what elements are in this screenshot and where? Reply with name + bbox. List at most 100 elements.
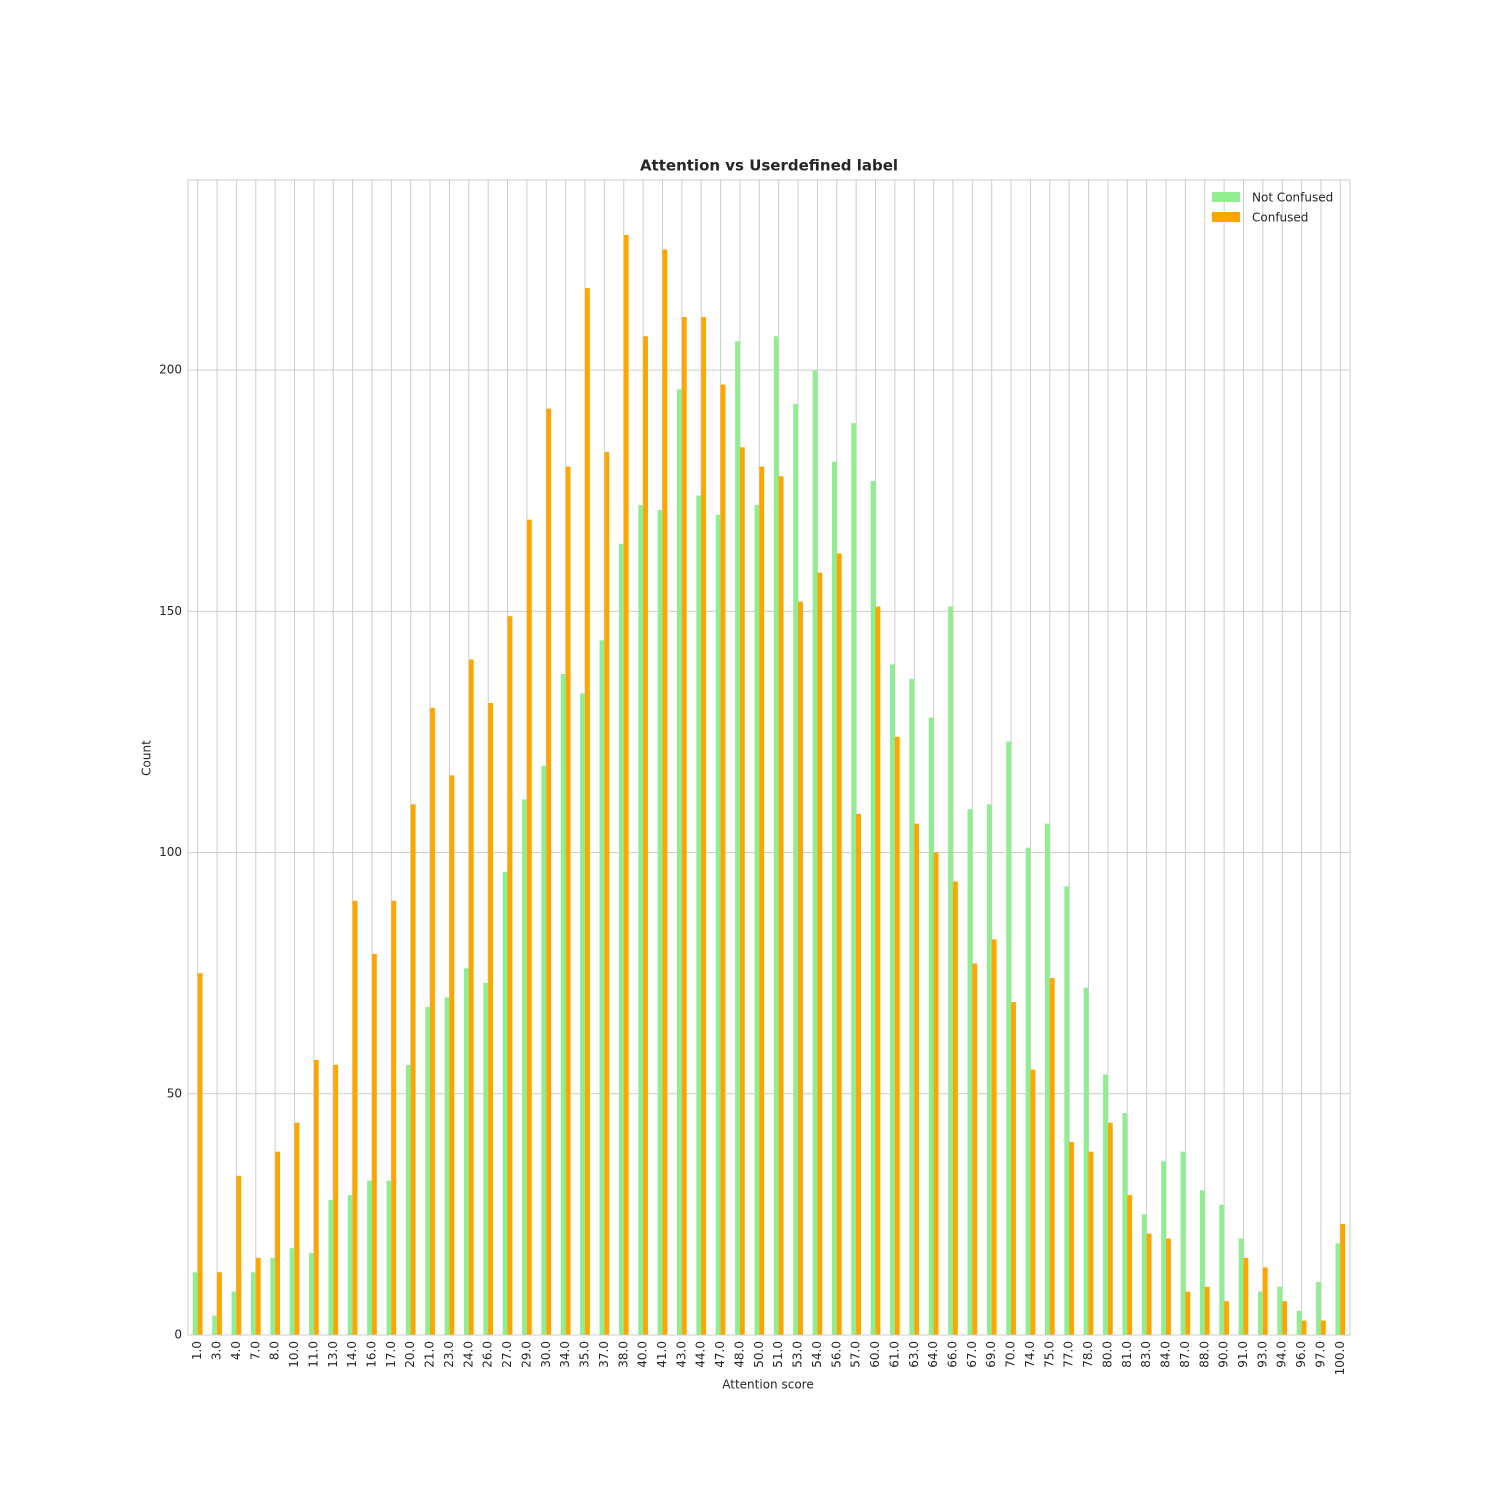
bar: [952, 881, 958, 1335]
x-tick-label: 94.0: [1275, 1341, 1289, 1368]
x-tick-label: 13.0: [326, 1341, 340, 1368]
x-tick-label: 88.0: [1197, 1341, 1211, 1368]
x-tick-label: 38.0: [616, 1341, 630, 1368]
x-tick-label: 16.0: [364, 1341, 378, 1368]
x-tick-label: 26.0: [481, 1341, 495, 1368]
bar: [1277, 1286, 1283, 1335]
x-tick-label: 30.0: [539, 1341, 553, 1368]
x-tick-label: 10.0: [287, 1341, 301, 1368]
bar: [255, 1257, 261, 1335]
bar: [759, 466, 765, 1335]
bar: [604, 452, 610, 1336]
bar: [599, 640, 605, 1335]
x-tick-label: 24.0: [461, 1341, 475, 1368]
bar: [681, 317, 687, 1335]
bar: [333, 1064, 339, 1335]
bar: [1282, 1301, 1288, 1335]
bar: [754, 505, 760, 1336]
bar: [502, 871, 508, 1335]
chart-title: Attention vs Userdefined label: [640, 157, 898, 175]
bar: [701, 317, 707, 1335]
bar: [793, 403, 799, 1336]
x-tick-label: 21.0: [423, 1341, 437, 1368]
y-tick-label: 200: [159, 363, 182, 377]
bar: [836, 553, 842, 1335]
y-axis-label: Count: [140, 740, 154, 776]
bar: [565, 466, 571, 1335]
bar: [192, 1272, 198, 1335]
x-tick-label: 70.0: [1004, 1341, 1018, 1368]
y-tick-label: 150: [159, 604, 182, 618]
bar: [410, 804, 416, 1335]
bar: [1185, 1291, 1191, 1335]
bar: [367, 1180, 372, 1335]
x-tick-label: 63.0: [907, 1341, 921, 1368]
bar: [638, 505, 644, 1336]
bar: [425, 1006, 431, 1335]
x-tick-label: 37.0: [597, 1341, 611, 1368]
bar: [1083, 987, 1089, 1335]
x-tick-label: 61.0: [887, 1341, 901, 1368]
bar: [657, 510, 663, 1335]
bar: [1262, 1267, 1268, 1335]
x-tick-label: 27.0: [500, 1341, 514, 1368]
bar: [875, 606, 881, 1335]
bar: [1258, 1291, 1263, 1335]
bar: [715, 514, 721, 1335]
bar: [735, 341, 740, 1335]
bar: [643, 336, 648, 1335]
bar: [1141, 1214, 1147, 1335]
bar: [928, 717, 934, 1335]
x-tick-label: 20.0: [403, 1341, 417, 1368]
bar: [463, 968, 469, 1335]
bar: [1219, 1204, 1225, 1335]
x-tick-label: 66.0: [945, 1341, 959, 1368]
bar: [991, 939, 997, 1335]
bar: [546, 408, 552, 1335]
bar: [1088, 1151, 1094, 1335]
x-tick-label: 84.0: [1159, 1341, 1173, 1368]
x-tick-label: 67.0: [965, 1341, 979, 1368]
bar: [894, 736, 900, 1335]
x-tick-label: 64.0: [926, 1341, 940, 1368]
x-tick-label: 44.0: [694, 1341, 708, 1368]
x-tick-label: 11.0: [306, 1341, 320, 1368]
bar: [270, 1257, 276, 1335]
bar: [294, 1122, 300, 1335]
bar: [560, 674, 566, 1335]
bar: [1049, 977, 1055, 1335]
bar: [914, 823, 920, 1335]
bar: [798, 601, 803, 1335]
legend-swatch: [1212, 192, 1240, 202]
bar: [1146, 1233, 1152, 1335]
bar: [313, 1060, 319, 1335]
bar: [1316, 1281, 1321, 1335]
bar: [720, 384, 726, 1335]
bar: [1122, 1113, 1128, 1335]
bar: [483, 982, 489, 1335]
bar: [851, 423, 857, 1335]
bar: [831, 461, 837, 1335]
x-tick-label: 60.0: [868, 1341, 882, 1368]
bar: [371, 953, 377, 1335]
bar: [948, 606, 953, 1335]
bar: [696, 495, 702, 1335]
x-tick-label: 81.0: [1120, 1341, 1134, 1368]
bar: [1011, 1002, 1016, 1335]
bar: [1320, 1320, 1326, 1335]
bar: [289, 1248, 295, 1335]
bar: [1103, 1074, 1108, 1335]
x-tick-label: 50.0: [752, 1341, 766, 1368]
x-tick-label: 97.0: [1313, 1341, 1327, 1368]
bar: [972, 963, 978, 1335]
bar: [677, 389, 682, 1335]
x-tick-label: 69.0: [984, 1341, 998, 1368]
x-tick-label: 29.0: [519, 1341, 533, 1368]
bar: [430, 707, 435, 1335]
bar: [1296, 1310, 1302, 1335]
x-tick-label: 53.0: [791, 1341, 805, 1368]
bar: [1301, 1320, 1307, 1335]
bar: [890, 664, 895, 1335]
bar: [1224, 1301, 1229, 1335]
